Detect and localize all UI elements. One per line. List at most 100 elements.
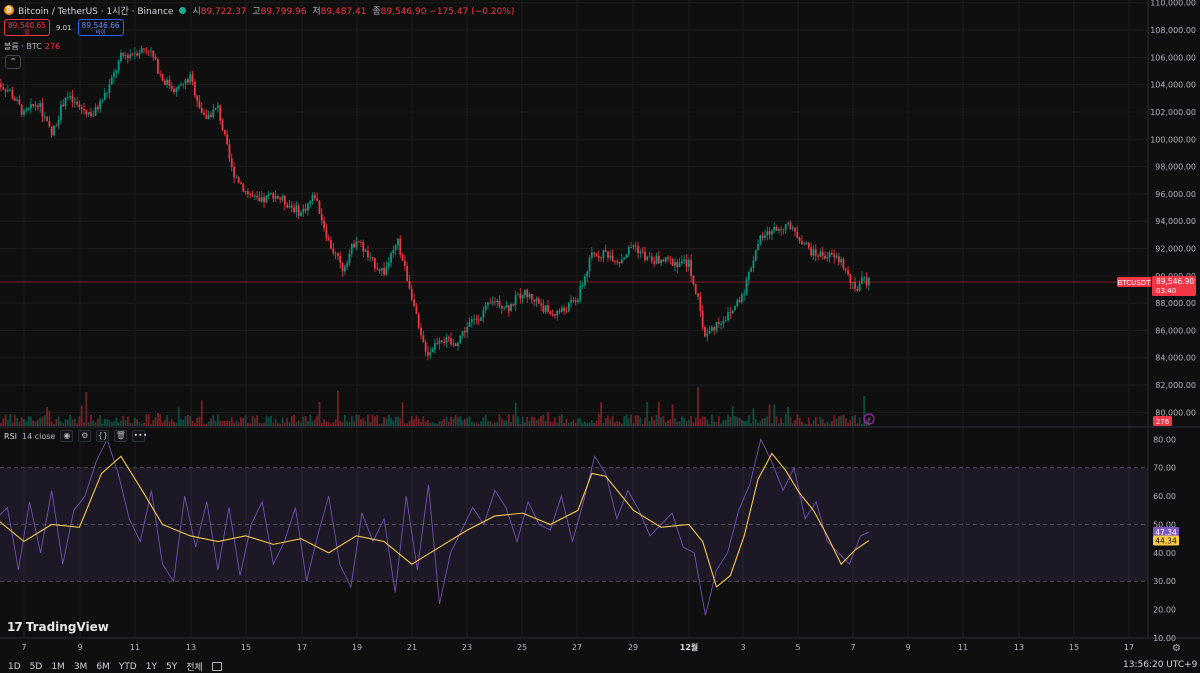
timeframe-bar: 1D 5D 1M 3M 6M YTD 1Y 5Y 전체 (8, 660, 222, 673)
candle-body (406, 265, 409, 281)
volume-bar (69, 414, 72, 426)
eye-icon[interactable]: ◉ (60, 430, 74, 442)
volume-bar (334, 419, 337, 426)
volume-bar (655, 414, 658, 426)
candle-body (697, 293, 699, 297)
volume-bar (771, 423, 773, 426)
range-6m[interactable]: 6M (96, 661, 110, 672)
volume-bar (470, 421, 473, 426)
candle-body (496, 300, 499, 303)
range-3m[interactable]: 3M (73, 661, 88, 672)
candle-body (16, 99, 18, 101)
volume-bar (738, 417, 741, 426)
candle-body (660, 259, 662, 264)
volume-bar (219, 421, 222, 426)
range-all[interactable]: 전체 (186, 663, 203, 673)
candle-body (203, 112, 205, 116)
trash-icon[interactable]: 🗑 (114, 430, 128, 442)
candle-body (720, 323, 723, 325)
candle-body (542, 305, 545, 312)
candle-body (604, 250, 607, 252)
candle-body (724, 320, 727, 322)
sell-button[interactable]: 89,540.65 팔 (4, 19, 50, 36)
volume-bar (126, 416, 129, 426)
candle-body (230, 158, 233, 167)
volume-bar (560, 414, 563, 426)
candle-body (745, 279, 748, 294)
candle-body (383, 268, 385, 275)
volume-bar (803, 423, 806, 426)
volume-bar (667, 420, 669, 426)
range-5y[interactable]: 5Y (165, 661, 178, 672)
settings-icon[interactable]: ⚙ (78, 430, 92, 442)
time-axis-tick: 7 (850, 643, 855, 652)
volume-bar (99, 414, 102, 426)
range-5d[interactable]: 5D (29, 661, 43, 672)
rsi-name[interactable]: RSI (4, 431, 17, 441)
volume-bar (549, 421, 552, 426)
candle-body (692, 275, 695, 284)
candle-body (320, 213, 323, 221)
candle-body (80, 107, 83, 109)
candle-body (461, 331, 464, 336)
clock[interactable]: 13:56:20 UTC+9 (1123, 660, 1198, 670)
time-axis-tick: 11 (958, 643, 968, 652)
buy-button[interactable]: 89,546.66 바이 (77, 19, 124, 36)
volume-bar (521, 416, 524, 426)
range-1d[interactable]: 1D (8, 661, 21, 672)
candle-body (807, 242, 810, 248)
price-axis-tick: 92,000.00 (1155, 245, 1196, 254)
candle-body (78, 104, 81, 108)
candle-body (85, 110, 88, 115)
price-axis-tick: 88,000.00 (1155, 299, 1196, 308)
volume-bar (170, 419, 173, 426)
calendar-icon[interactable] (211, 662, 222, 671)
candle-body (20, 104, 23, 115)
volume-bar (380, 423, 383, 426)
candle-body (701, 310, 704, 328)
gear-icon[interactable]: ⚙ (1172, 643, 1181, 654)
volume-bar (547, 412, 549, 426)
volume-bar (274, 418, 277, 426)
volume-bar (25, 421, 28, 426)
candle-body (840, 259, 843, 263)
volume-bar (117, 422, 120, 426)
range-1m[interactable]: 1M (51, 661, 65, 672)
candle-body (574, 300, 577, 302)
range-ytd[interactable]: YTD (118, 661, 137, 672)
volume-bar (674, 418, 676, 426)
source-code-icon[interactable]: {} (96, 430, 110, 442)
volume-bar (228, 421, 231, 426)
candle-body (399, 238, 402, 256)
volume-bar (348, 422, 351, 426)
volume-bar (20, 417, 23, 426)
volume-legend[interactable]: 볼륨 · BTC 276 (4, 41, 517, 52)
candle-body (618, 261, 621, 264)
volume-bar (607, 415, 609, 426)
candle-body (572, 299, 575, 301)
candle-body (424, 342, 427, 352)
symbol-title[interactable]: Bitcoin / TetherUS · 1시간 · Binance (18, 6, 174, 17)
candle-body (387, 262, 390, 267)
candle-body (173, 88, 175, 93)
candle-body (249, 194, 252, 195)
volume-bar (683, 418, 686, 426)
candle-body (260, 197, 263, 202)
range-1y[interactable]: 1Y (145, 661, 157, 672)
volume-bar (433, 423, 436, 426)
candle-body (537, 298, 540, 304)
volume-bar (743, 420, 746, 426)
candle-body (198, 100, 201, 108)
rsi-axis-tick: 50.00 (1153, 520, 1176, 529)
volume-bar (362, 417, 365, 426)
candle-body (397, 238, 399, 246)
more-icon[interactable]: ••• (132, 430, 148, 442)
volume-bar (90, 414, 92, 426)
tradingview-logo[interactable]: 17 TradingView (7, 620, 109, 634)
volume-bar (595, 420, 598, 426)
rsi-value-badge (1153, 527, 1179, 538)
chevron-up-icon[interactable]: ⌃ (5, 55, 21, 69)
time-axis-tick: 17 (297, 643, 307, 652)
volume-bar (842, 414, 845, 426)
